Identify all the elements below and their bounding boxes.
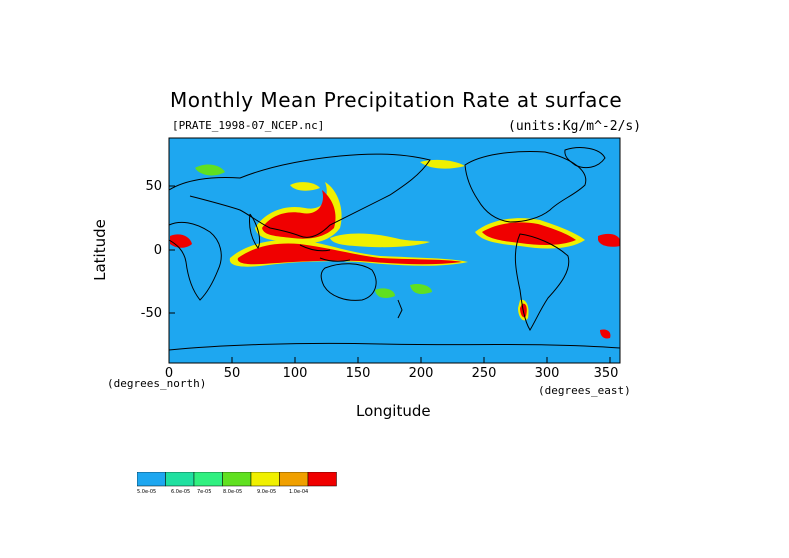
- legend-label: 8.0e-05: [223, 489, 242, 495]
- x-tick-label: 50: [224, 366, 241, 381]
- y-axis-label: Latitude: [91, 219, 109, 281]
- units-label: (units:Kg/m^-2/s): [508, 119, 642, 134]
- legend-label: 1.0e-04: [289, 489, 308, 495]
- x-axis-label: Longitude: [356, 402, 431, 420]
- legend-label: 6.0e-05: [171, 489, 190, 495]
- color-legend: 5.0e-05 6.0e-05 7e-05 8.0e-05 9.0e-05 1.…: [137, 472, 337, 495]
- chart-title: Monthly Mean Precipitation Rate at surfa…: [170, 88, 623, 112]
- legend-swatch: [193, 472, 223, 487]
- y-tick-labels: 50 0 -50: [141, 179, 162, 321]
- y-tick-label: 50: [145, 179, 162, 194]
- legend-swatches: [137, 472, 337, 487]
- x-tick-labels: 0 50 100 150 200 250 300 350: [165, 366, 619, 381]
- x-tick-label: 0: [165, 366, 173, 381]
- legend-swatch: [307, 472, 337, 487]
- x-tick-label: 250: [472, 366, 497, 381]
- legend-swatch: [137, 472, 166, 487]
- legend-labels: 5.0e-05 6.0e-05 7e-05 8.0e-05 9.0e-05 1.…: [137, 489, 308, 495]
- axis-ticks: [168, 185, 611, 363]
- legend-swatch: [279, 472, 309, 487]
- x-tick-label: 350: [594, 366, 619, 381]
- y-units-label: (degrees_north): [107, 377, 207, 390]
- legend-label: 7e-05: [197, 489, 211, 495]
- x-tick-label: 300: [535, 366, 560, 381]
- precip-bands: [170, 159, 620, 339]
- map-field: [169, 138, 620, 363]
- x-tick-label: 100: [283, 366, 308, 381]
- legend-label: 5.0e-05: [137, 489, 156, 495]
- file-label: [PRATE_1998-07_NCEP.nc]: [172, 119, 325, 132]
- legend-swatch: [250, 472, 280, 487]
- legend-label: 9.0e-05: [257, 489, 276, 495]
- x-tick-label: 150: [346, 366, 371, 381]
- x-units-label: (degrees_east): [538, 384, 631, 397]
- legend-swatch: [165, 472, 195, 487]
- coastlines: [168, 147, 621, 351]
- legend-swatch: [222, 472, 252, 487]
- x-tick-label: 200: [409, 366, 434, 381]
- y-tick-label: 0: [154, 243, 162, 258]
- y-tick-label: -50: [141, 306, 162, 321]
